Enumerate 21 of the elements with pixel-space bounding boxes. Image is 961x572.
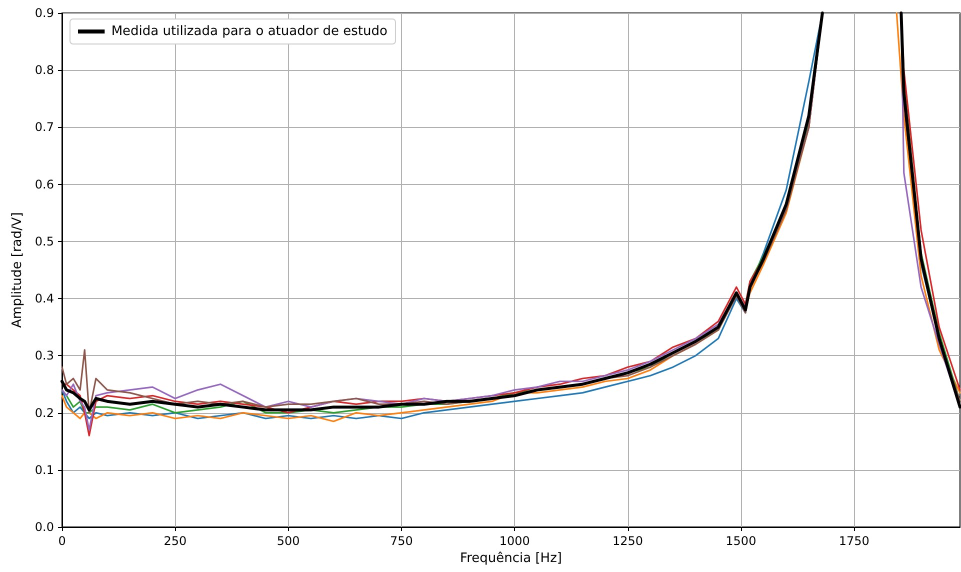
legend-label: Medida utilizada para o atuador de estudo [111,24,388,39]
y-tick-label: 0.5 [34,234,54,248]
y-tick-label: 0.8 [34,63,54,78]
x-tick-label: 0 [58,534,66,548]
y-tick-label: 0.9 [34,6,54,20]
y-tick-label: 0.3 [34,348,54,363]
y-tick-label: 0.2 [34,406,54,420]
x-tick-label: 250 [164,534,187,548]
x-tick-label: 500 [276,534,300,548]
x-tick-label: 1000 [499,534,530,548]
x-tick-label: 1750 [838,534,870,548]
y-tick-label: 0.6 [34,177,54,192]
x-axis-title: Frequência [Hz] [460,551,562,566]
x-tick-label: 1500 [726,534,756,548]
y-tick-label: 0.7 [34,120,54,134]
y-tick-label: 0.0 [34,520,54,534]
y-tick-label: 0.1 [34,462,54,477]
y-tick-label: 0.4 [34,292,54,306]
y-axis-title: Amplitude [rad/V] [10,212,25,328]
x-tick-label: 1250 [612,534,644,548]
x-tick-label: 750 [390,534,413,548]
